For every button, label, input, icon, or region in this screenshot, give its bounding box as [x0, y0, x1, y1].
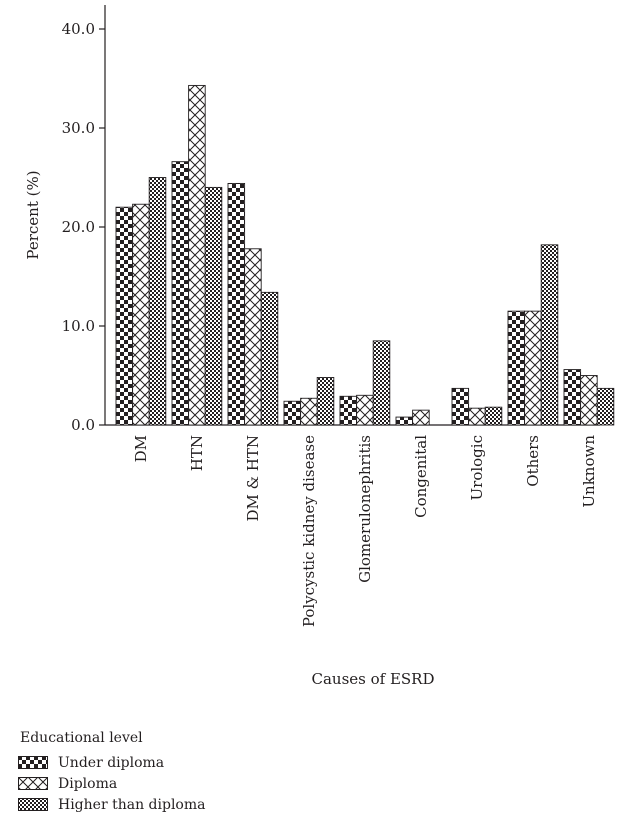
legend-label: Higher than diploma: [58, 796, 206, 813]
bar-chart: 0.0 10.0 20.0 30.0 40.0 DM HTN DM & HTN Polycys…: [24, 5, 615, 688]
bar-crosshatch: [468, 407, 486, 426]
bar-crosshatch: [244, 248, 262, 426]
x-tick-label: Polycystic kidney disease: [300, 435, 318, 627]
bar-crosshatch: [132, 203, 150, 426]
bars-group: [115, 84, 615, 426]
legend-item-under-diploma: Under diploma: [18, 752, 205, 773]
bar-crosshatch: [300, 397, 318, 426]
bar-checker: [395, 416, 414, 426]
bar-checker: [339, 395, 358, 426]
y-tick-label: 30.0: [62, 119, 95, 137]
x-tick-label: Congenital: [412, 435, 430, 518]
x-tick-label: Glomerulonephritis: [356, 435, 374, 583]
bar-crosshatch: [524, 310, 542, 426]
legend-label: Under diploma: [58, 754, 165, 771]
x-tick-labels: DM HTN DM & HTN Polycystic kidney disease Gl…: [132, 435, 598, 627]
bar-dense-dots: [484, 406, 503, 426]
y-tick-label: 40.0: [62, 20, 95, 38]
bar-crosshatch: [412, 409, 430, 426]
bar-dense-dots: [260, 291, 279, 426]
bar-crosshatch: [356, 394, 374, 426]
legend-swatch-crosshatch: [18, 777, 48, 790]
legend-item-diploma: Diploma: [18, 773, 205, 794]
y-tick-label: 10.0: [62, 317, 95, 335]
x-tick-label: DM & HTN: [244, 435, 262, 521]
bar-dense-dots: [148, 177, 167, 426]
legend-item-higher-than-diploma: Higher than diploma: [18, 794, 205, 815]
legend-swatch-checker: [18, 756, 48, 769]
x-tick-label: Others: [524, 435, 542, 487]
x-tick-label: Unknown: [580, 435, 598, 508]
legend: Educational level Under diploma Diploma …: [18, 730, 205, 815]
bar-dense-dots: [316, 377, 335, 426]
bar-crosshatch: [580, 375, 598, 426]
x-tick-label: DM: [132, 435, 150, 462]
bar-checker: [451, 387, 470, 426]
bar-dense-dots: [540, 244, 559, 426]
bar-dense-dots: [204, 186, 223, 426]
legend-label: Diploma: [58, 775, 118, 792]
y-axis: 0.0 10.0 20.0 30.0 40.0: [62, 5, 106, 434]
x-tick-label: Urologic: [468, 435, 486, 500]
y-axis-label: Percent (%): [24, 170, 42, 259]
bar-dense-dots: [372, 340, 391, 426]
legend-title: Educational level: [20, 730, 143, 746]
bar-dense-dots: [596, 387, 615, 426]
y-tick-label: 0.0: [71, 416, 95, 434]
y-tick-label: 20.0: [62, 218, 95, 236]
bar-checker: [283, 400, 302, 426]
legend-swatch-dense-dots: [18, 798, 48, 811]
bar-checker: [507, 310, 526, 426]
x-tick-label: HTN: [188, 435, 206, 471]
bar-checker: [227, 182, 246, 426]
x-axis-label: Causes of ESRD: [311, 670, 434, 688]
bar-checker: [115, 206, 134, 426]
bar-crosshatch: [188, 84, 206, 426]
bar-checker: [171, 161, 190, 426]
bar-checker: [563, 369, 582, 426]
